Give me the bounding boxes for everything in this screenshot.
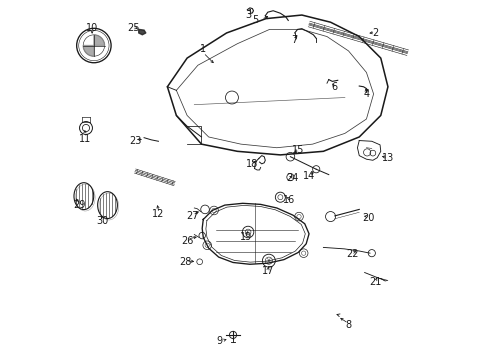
Text: 14: 14: [302, 171, 315, 181]
Text: 4: 4: [363, 89, 369, 99]
Text: 21: 21: [368, 277, 381, 287]
Text: 19: 19: [240, 232, 252, 242]
Text: 5: 5: [252, 15, 258, 26]
Text: 30: 30: [97, 216, 109, 226]
Text: 13: 13: [381, 153, 393, 163]
Text: 8: 8: [345, 320, 351, 330]
Text: 28: 28: [179, 257, 191, 267]
Text: 29: 29: [73, 200, 85, 210]
Text: 17: 17: [261, 266, 273, 276]
Text: 6: 6: [330, 82, 337, 92]
Text: 3: 3: [244, 10, 251, 20]
Text: 2: 2: [371, 28, 378, 38]
Polygon shape: [139, 30, 145, 35]
Text: 27: 27: [186, 211, 198, 221]
Text: 15: 15: [291, 144, 304, 154]
Text: 9: 9: [216, 336, 222, 346]
Text: 7: 7: [291, 35, 297, 45]
Text: 24: 24: [286, 173, 299, 183]
Text: 20: 20: [361, 213, 374, 222]
Text: 23: 23: [129, 136, 141, 145]
Polygon shape: [83, 45, 94, 56]
Text: 11: 11: [79, 134, 91, 144]
Text: 16: 16: [283, 195, 295, 205]
Text: 25: 25: [127, 23, 139, 33]
Text: 10: 10: [86, 23, 98, 33]
Text: 26: 26: [181, 236, 193, 246]
Polygon shape: [94, 35, 104, 45]
Text: 12: 12: [152, 209, 164, 219]
Text: 1: 1: [200, 44, 206, 54]
Text: 18: 18: [245, 159, 257, 169]
Text: 22: 22: [345, 248, 358, 258]
